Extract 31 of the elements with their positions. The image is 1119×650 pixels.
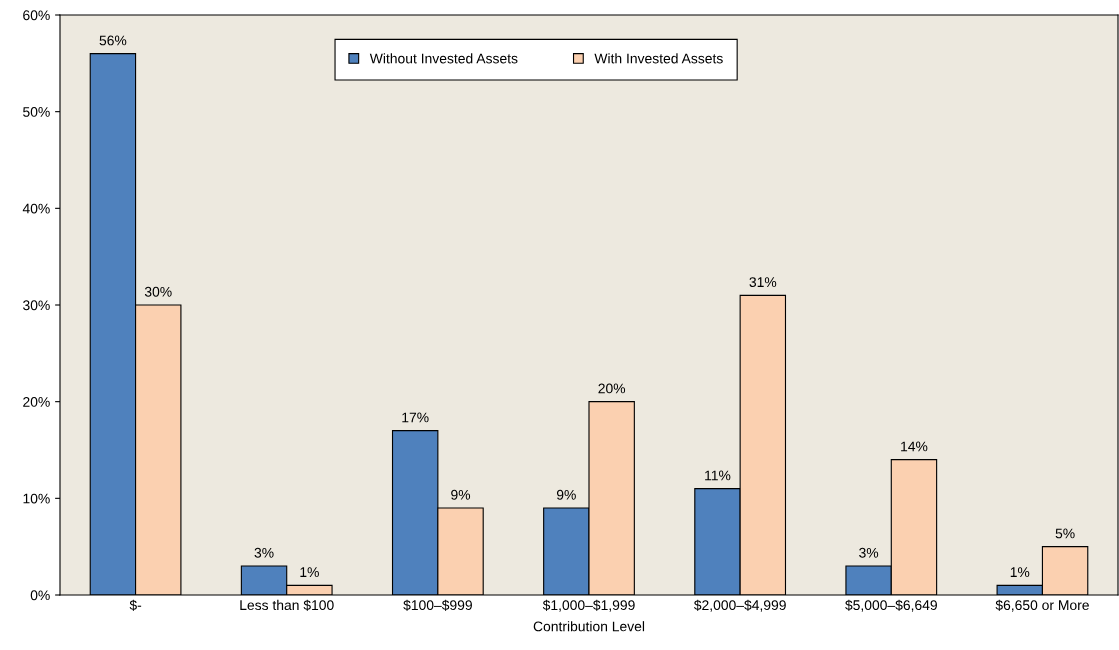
x-tick-label: $- (129, 599, 142, 611)
data-label: 20% (598, 383, 626, 394)
x-tick-label: $100–$999 (403, 599, 472, 611)
y-tick-label: 20% (23, 397, 50, 407)
y-tick-label: 10% (23, 493, 50, 504)
y-tick-label: 60% (23, 10, 50, 21)
y-tick-label: 40% (22, 203, 50, 214)
data-label: 31% (749, 277, 777, 288)
y-tick-label: 0% (30, 590, 50, 601)
x-tick-label: Less than $100 (240, 599, 334, 611)
data-label: 1% (300, 567, 319, 577)
y-tick-label: 50% (23, 107, 50, 117)
x-tick-label: $1,000–$1,999 (542, 599, 635, 612)
data-label: 30% (144, 286, 172, 297)
data-label: 5% (1055, 528, 1075, 539)
legend-label: With Invested Assets (594, 53, 723, 64)
x-tick-label: $2,000–$4,999 (693, 599, 786, 612)
x-tick-label: $6,650 or More (995, 599, 1089, 612)
data-label: 9% (556, 489, 576, 500)
data-label: 3% (859, 547, 879, 558)
x-axis-title: Contribution Level (533, 621, 645, 632)
data-label: 3% (254, 547, 274, 558)
data-label: 56% (99, 35, 127, 46)
legend-label: Without Invested Assets (369, 53, 518, 64)
data-label: 9% (451, 489, 471, 500)
data-label: 1% (1010, 567, 1030, 577)
x-tick-label: $5,000–$6,649 (845, 599, 937, 612)
y-tick-label: 30% (23, 300, 50, 311)
data-label: 14% (901, 441, 928, 452)
data-label: 11% (705, 470, 731, 481)
data-label: 17% (402, 412, 429, 423)
